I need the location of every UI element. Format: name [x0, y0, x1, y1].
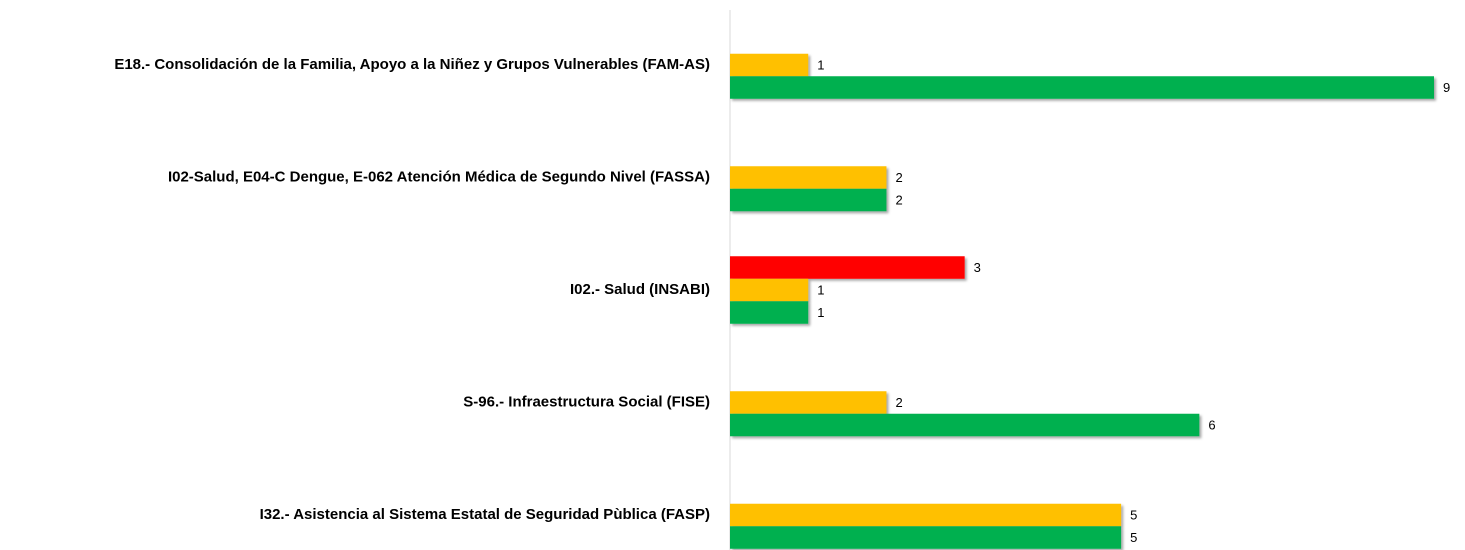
value-label: 5: [1130, 507, 1137, 522]
bar: [730, 188, 887, 212]
bar: [730, 256, 965, 279]
bar: [730, 166, 887, 189]
value-label: 5: [1130, 530, 1137, 545]
bar: [730, 53, 809, 77]
bar: [730, 526, 1122, 549]
value-label: 2: [895, 170, 902, 185]
category-label: I32.- Asistencia al Sistema Estatal de S…: [260, 506, 710, 523]
value-label: 2: [895, 395, 902, 410]
value-label: 1: [817, 305, 824, 320]
value-label: 6: [1208, 417, 1215, 432]
value-label: 9: [1443, 80, 1450, 95]
category-label: I02.- Salud (INSABI): [570, 281, 710, 298]
bar: [730, 76, 1434, 99]
bar: [730, 301, 809, 324]
bar: [730, 278, 809, 302]
value-label: 1: [817, 57, 824, 72]
bar: [730, 413, 1200, 437]
value-label: 1: [817, 282, 824, 297]
bar: [730, 503, 1122, 527]
bar: [730, 391, 887, 414]
category-label: I02-Salud, E04-C Dengue, E-062 Atención …: [168, 168, 710, 185]
category-label: S-96.- Infraestructura Social (FISE): [463, 393, 710, 410]
category-label: E18.- Consolidación de la Familia, Apoyo…: [114, 56, 710, 73]
value-label: 2: [895, 192, 902, 207]
value-label: 3: [974, 260, 981, 275]
